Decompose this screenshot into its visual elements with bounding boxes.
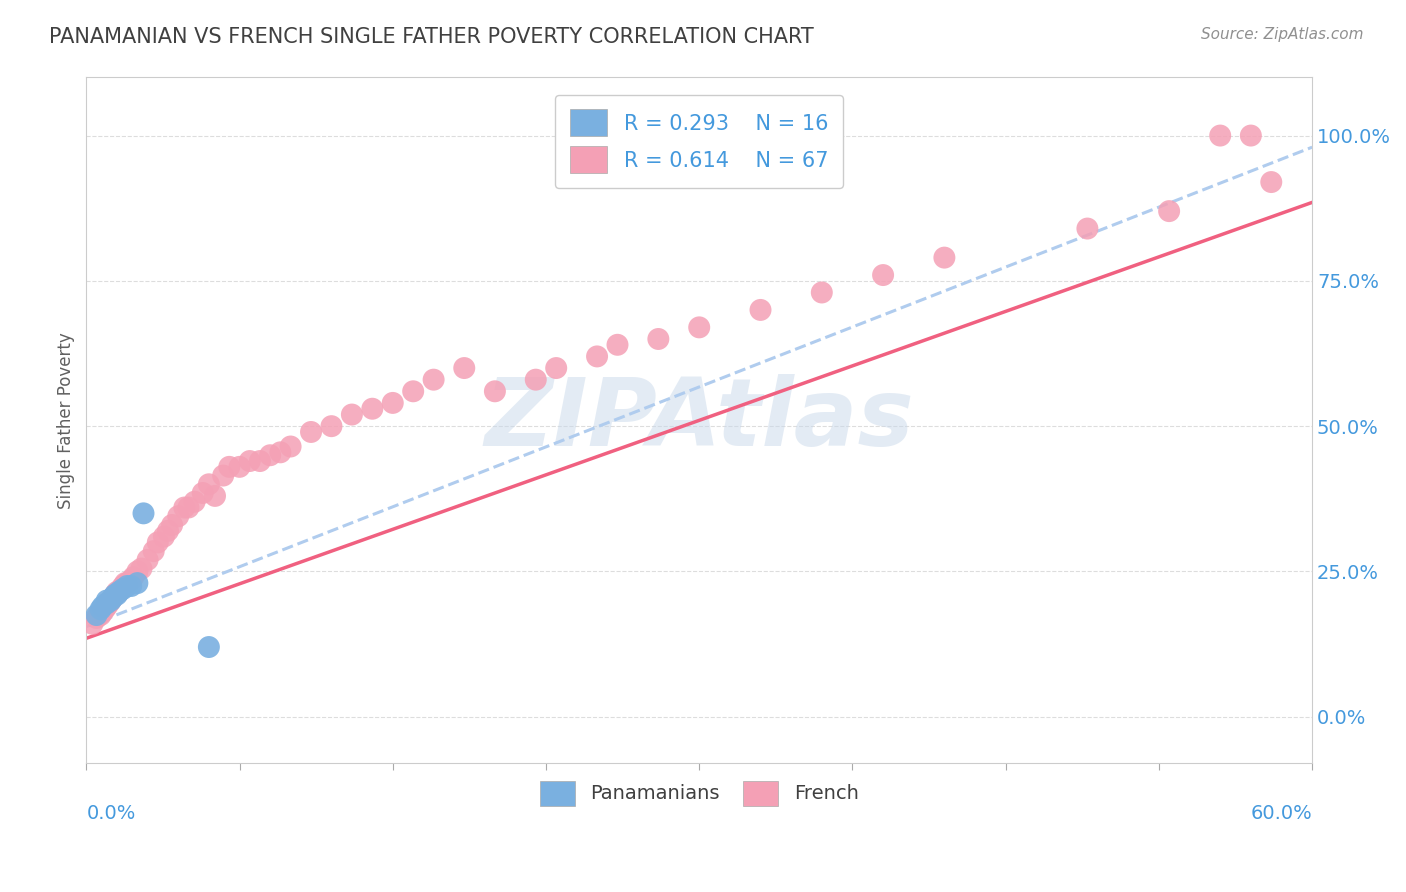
Point [191, 486, 214, 500]
Text: ZIPAtlas: ZIPAtlas [484, 375, 914, 467]
Point [96, 593, 118, 607]
Point [105, 588, 128, 602]
Point [453, 361, 475, 376]
Point [183, 494, 205, 508]
Point [299, 425, 322, 439]
Point [156, 524, 179, 538]
Text: PANAMANIAN VS FRENCH SINGLE FATHER POVERTY CORRELATION CHART: PANAMANIAN VS FRENCH SINGLE FATHER POVER… [49, 27, 814, 46]
Point [114, 576, 136, 591]
Point [1076, 221, 1098, 235]
Point [120, 579, 142, 593]
Point [100, 593, 122, 607]
Point [87, 608, 110, 623]
Point [239, 454, 262, 468]
Point [484, 384, 506, 399]
Point [82, 616, 104, 631]
Point [108, 584, 131, 599]
Point [647, 332, 669, 346]
Point [177, 500, 200, 515]
Point [142, 544, 165, 558]
Point [340, 408, 363, 422]
Point [606, 338, 628, 352]
Point [96, 596, 118, 610]
Point [105, 584, 128, 599]
Point [122, 570, 145, 584]
Point [321, 419, 343, 434]
Point [1209, 128, 1232, 143]
Point [1260, 175, 1282, 189]
Point [97, 596, 120, 610]
Point [361, 401, 384, 416]
Point [127, 565, 149, 579]
Point [1159, 204, 1181, 219]
Point [101, 591, 124, 605]
Point [934, 251, 956, 265]
Point [91, 599, 114, 614]
Point [86, 608, 108, 623]
Point [259, 448, 281, 462]
Point [524, 373, 547, 387]
Point [115, 576, 138, 591]
Point [96, 596, 118, 610]
Point [146, 535, 169, 549]
Point [402, 384, 425, 399]
Point [422, 373, 444, 387]
Point [127, 576, 149, 591]
Point [381, 396, 404, 410]
Point [173, 500, 195, 515]
Point [108, 584, 131, 599]
Point [136, 553, 159, 567]
Point [101, 591, 124, 605]
Point [131, 561, 153, 575]
Y-axis label: Single Father Poverty: Single Father Poverty [58, 332, 75, 508]
Point [688, 320, 710, 334]
Point [153, 530, 176, 544]
Point [112, 579, 135, 593]
Point [93, 602, 115, 616]
Point [198, 477, 221, 491]
Point [546, 361, 568, 376]
Point [120, 573, 142, 587]
Point [96, 599, 118, 614]
Text: 60.0%: 60.0% [1250, 805, 1312, 823]
Point [100, 593, 122, 607]
Point [167, 509, 190, 524]
Point [86, 611, 108, 625]
Point [872, 268, 894, 282]
Point [749, 302, 772, 317]
Text: 0.0%: 0.0% [86, 805, 135, 823]
Point [204, 489, 226, 503]
Point [1240, 128, 1263, 143]
Point [212, 468, 235, 483]
Point [104, 588, 127, 602]
Legend: Panamanians, French: Panamanians, French [530, 771, 869, 815]
Point [104, 588, 127, 602]
Point [249, 454, 271, 468]
Point [91, 605, 114, 619]
Point [198, 640, 221, 654]
Point [586, 350, 609, 364]
Point [810, 285, 832, 300]
Point [132, 507, 155, 521]
Text: Source: ZipAtlas.com: Source: ZipAtlas.com [1201, 27, 1364, 42]
Point [160, 518, 183, 533]
Point [112, 582, 135, 596]
Point [90, 602, 112, 616]
Point [280, 440, 302, 454]
Point [218, 459, 240, 474]
Point [269, 445, 291, 459]
Point [115, 579, 138, 593]
Point [90, 608, 112, 623]
Point [110, 582, 132, 596]
Point [228, 459, 250, 474]
